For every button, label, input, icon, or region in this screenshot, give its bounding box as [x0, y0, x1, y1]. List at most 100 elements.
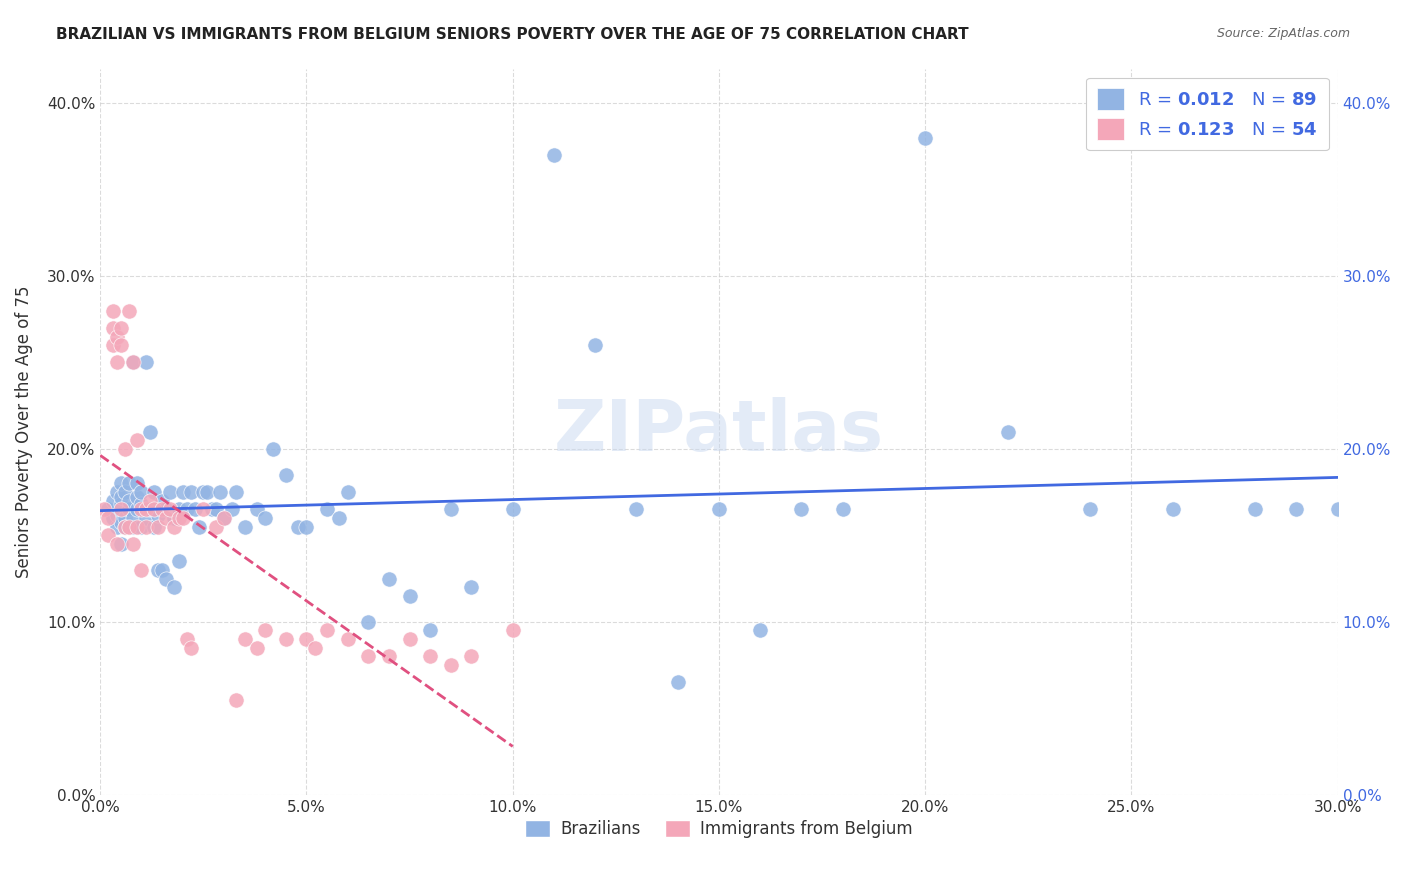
Point — [146, 563, 169, 577]
Point — [118, 303, 141, 318]
Point — [150, 493, 173, 508]
Point — [146, 508, 169, 522]
Point — [97, 511, 120, 525]
Point — [295, 519, 318, 533]
Point — [197, 485, 219, 500]
Point — [212, 511, 235, 525]
Point — [118, 519, 141, 533]
Point — [110, 321, 132, 335]
Point — [110, 491, 132, 505]
Point — [127, 491, 149, 505]
Point — [336, 485, 359, 500]
Point — [122, 537, 145, 551]
Point — [460, 580, 482, 594]
Point — [336, 632, 359, 646]
Point — [707, 502, 730, 516]
Point — [163, 580, 186, 594]
Point — [176, 632, 198, 646]
Point — [357, 649, 380, 664]
Point — [790, 502, 813, 516]
Point — [328, 511, 350, 525]
Point — [1161, 502, 1184, 516]
Point — [101, 493, 124, 508]
Point — [110, 537, 132, 551]
Point — [204, 502, 226, 516]
Point — [155, 572, 177, 586]
Point — [155, 502, 177, 516]
Point — [163, 511, 186, 525]
Point — [398, 632, 420, 646]
Point — [101, 511, 124, 525]
Point — [142, 502, 165, 516]
Text: BRAZILIAN VS IMMIGRANTS FROM BELGIUM SENIORS POVERTY OVER THE AGE OF 75 CORRELAT: BRAZILIAN VS IMMIGRANTS FROM BELGIUM SEN… — [56, 27, 969, 42]
Point — [131, 519, 153, 533]
Y-axis label: Seniors Poverty Over the Age of 75: Seniors Poverty Over the Age of 75 — [15, 285, 32, 578]
Point — [159, 502, 181, 516]
Point — [135, 519, 157, 533]
Point — [105, 355, 128, 369]
Point — [543, 148, 565, 162]
Point — [110, 502, 132, 516]
Point — [105, 537, 128, 551]
Point — [172, 485, 194, 500]
Point — [180, 640, 202, 655]
Point — [914, 130, 936, 145]
Point — [114, 519, 136, 533]
Point — [626, 502, 648, 516]
Point — [122, 511, 145, 525]
Point — [142, 502, 165, 516]
Point — [233, 632, 256, 646]
Point — [139, 425, 162, 439]
Point — [142, 519, 165, 533]
Point — [201, 502, 224, 516]
Point — [419, 624, 441, 638]
Point — [139, 493, 162, 508]
Point — [163, 519, 186, 533]
Point — [131, 502, 153, 516]
Point — [440, 502, 463, 516]
Point — [184, 502, 207, 516]
Point — [146, 519, 169, 533]
Point — [316, 502, 339, 516]
Point — [114, 519, 136, 533]
Point — [131, 497, 153, 511]
Point — [1285, 502, 1308, 516]
Point — [110, 338, 132, 352]
Text: Source: ZipAtlas.com: Source: ZipAtlas.com — [1216, 27, 1350, 40]
Point — [502, 502, 524, 516]
Point — [110, 497, 132, 511]
Point — [246, 502, 269, 516]
Point — [135, 355, 157, 369]
Point — [150, 502, 173, 516]
Point — [188, 519, 211, 533]
Point — [316, 624, 339, 638]
Point — [274, 467, 297, 482]
Point — [114, 442, 136, 456]
Point — [139, 502, 162, 516]
Point — [105, 519, 128, 533]
Point — [122, 355, 145, 369]
Point — [378, 572, 401, 586]
Point — [122, 355, 145, 369]
Point — [295, 632, 318, 646]
Point — [135, 511, 157, 525]
Point — [101, 338, 124, 352]
Text: ZIPatlas: ZIPatlas — [554, 397, 884, 467]
Point — [114, 485, 136, 500]
Point — [1326, 502, 1348, 516]
Point — [287, 519, 309, 533]
Point — [193, 502, 215, 516]
Point — [105, 485, 128, 500]
Point — [997, 425, 1019, 439]
Point — [398, 589, 420, 603]
Point — [114, 511, 136, 525]
Point — [155, 511, 177, 525]
Point — [97, 502, 120, 516]
Point — [118, 493, 141, 508]
Point — [225, 485, 247, 500]
Point — [357, 615, 380, 629]
Point — [233, 519, 256, 533]
Point — [110, 476, 132, 491]
Point — [1244, 502, 1267, 516]
Point — [221, 502, 243, 516]
